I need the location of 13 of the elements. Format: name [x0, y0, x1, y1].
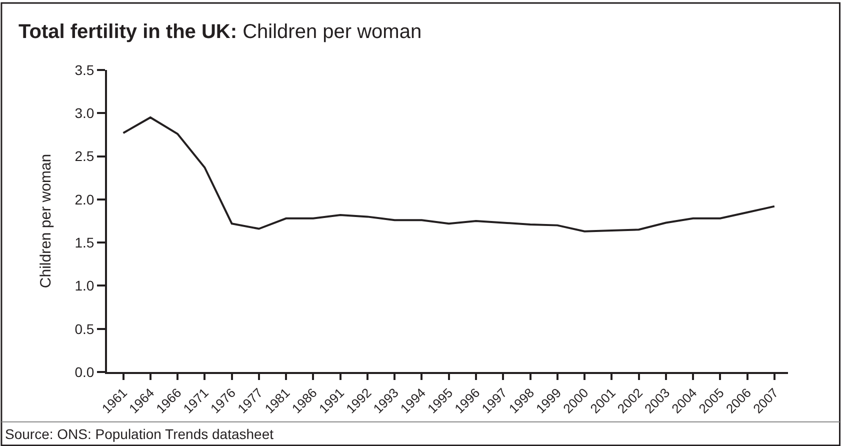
y-tick-label: 3.0	[74, 105, 94, 122]
y-tick-label: 0.5	[74, 320, 94, 337]
y-tick-label: 2.5	[74, 148, 94, 164]
y-tick-label: 1.0	[74, 278, 94, 294]
source-note: Source: ONS: Population Trends datasheet	[5, 426, 274, 442]
y-tick-label: 1.5	[74, 234, 94, 250]
chart-subtitle: Children per woman	[242, 21, 422, 44]
y-tick-label: 2.0	[74, 191, 94, 208]
y-tick-label: 3.5	[74, 62, 94, 78]
y-tick-label: 0.0	[74, 364, 94, 380]
y-axis-title: Children per woman	[37, 154, 54, 288]
chart-title: Total fertility in the UK:	[18, 21, 238, 44]
line-series	[122, 116, 776, 232]
